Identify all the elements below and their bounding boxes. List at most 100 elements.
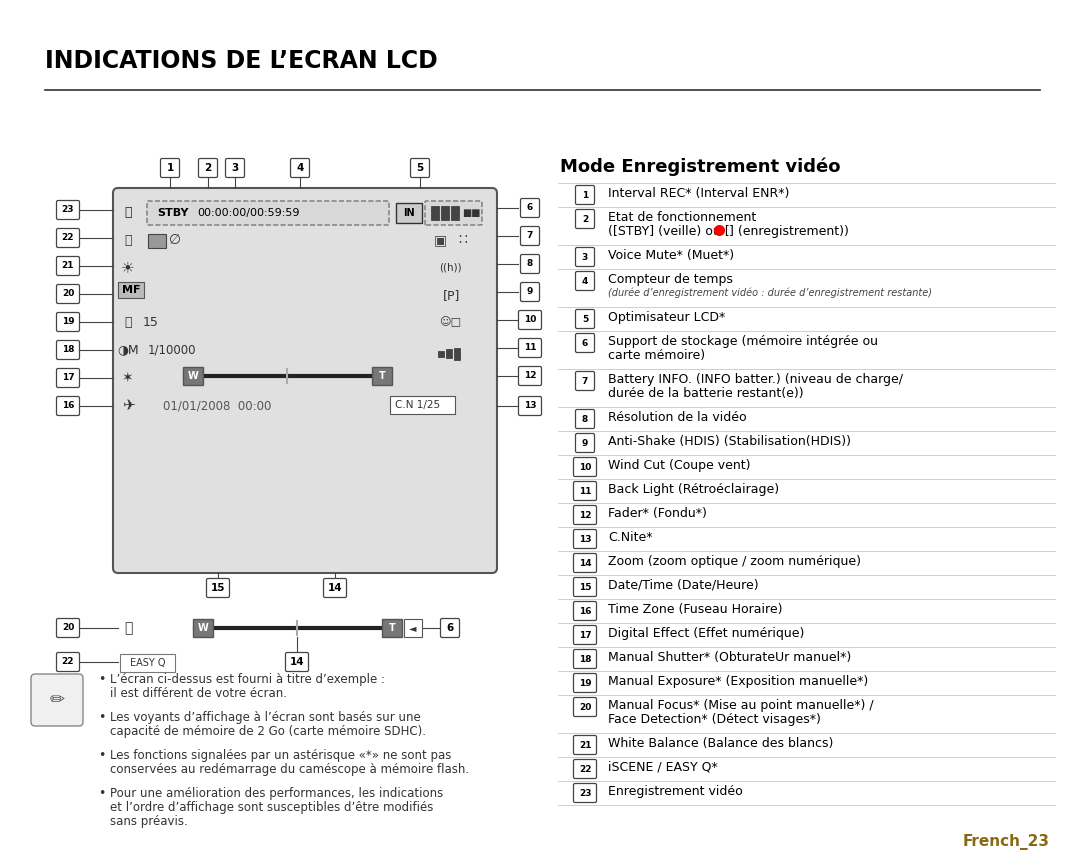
Bar <box>451 206 459 220</box>
Text: Fader* (Fondu*): Fader* (Fondu*) <box>608 507 707 520</box>
FancyBboxPatch shape <box>206 578 229 597</box>
FancyBboxPatch shape <box>56 201 80 220</box>
Text: 9: 9 <box>527 287 534 297</box>
Text: 📹: 📹 <box>124 207 132 220</box>
FancyBboxPatch shape <box>573 457 596 477</box>
Text: •: • <box>98 749 106 762</box>
Text: et l’ordre d’affichage sont susceptibles d’être modifiés: et l’ordre d’affichage sont susceptibles… <box>110 801 433 814</box>
Text: T: T <box>379 371 386 381</box>
Text: MF: MF <box>122 285 140 295</box>
Bar <box>454 348 460 360</box>
Text: ∅: ∅ <box>168 233 181 247</box>
Text: C.Nite*: C.Nite* <box>608 531 652 544</box>
FancyBboxPatch shape <box>161 159 179 177</box>
Text: 7: 7 <box>527 232 534 240</box>
FancyBboxPatch shape <box>573 602 596 621</box>
Text: 7: 7 <box>582 377 589 385</box>
Text: Ⓜ: Ⓜ <box>124 315 132 328</box>
Text: Résolution de la vidéo: Résolution de la vidéo <box>608 411 746 424</box>
Text: 10: 10 <box>579 463 591 471</box>
FancyBboxPatch shape <box>147 201 389 225</box>
Bar <box>193 619 213 637</box>
Text: 18: 18 <box>62 345 75 354</box>
Text: Pour une amélioration des performances, les indications: Pour une amélioration des performances, … <box>110 787 443 800</box>
Text: ◄: ◄ <box>409 623 417 633</box>
FancyBboxPatch shape <box>573 554 596 573</box>
Text: 18: 18 <box>579 654 591 663</box>
Text: 8: 8 <box>582 415 589 424</box>
Text: Manual Focus* (Mise au point manuelle*) /: Manual Focus* (Mise au point manuelle*) … <box>608 699 874 712</box>
Text: 1: 1 <box>166 163 174 173</box>
FancyBboxPatch shape <box>573 577 596 596</box>
FancyBboxPatch shape <box>56 653 80 672</box>
Text: 5: 5 <box>582 314 589 324</box>
Text: Time Zone (Fuseau Horaire): Time Zone (Fuseau Horaire) <box>608 603 783 616</box>
FancyBboxPatch shape <box>518 366 541 385</box>
Text: White Balance (Balance des blancs): White Balance (Balance des blancs) <box>608 737 834 750</box>
Text: Compteur de temps: Compteur de temps <box>608 273 733 286</box>
FancyBboxPatch shape <box>521 199 540 218</box>
Text: sans préavis.: sans préavis. <box>110 815 188 828</box>
FancyBboxPatch shape <box>56 228 80 247</box>
Text: C.N 1/25: C.N 1/25 <box>395 400 441 410</box>
FancyBboxPatch shape <box>113 188 497 573</box>
Bar <box>148 234 166 248</box>
Text: 22: 22 <box>62 657 75 667</box>
Text: 6: 6 <box>582 339 589 347</box>
Text: •: • <box>98 711 106 724</box>
Text: ✈: ✈ <box>122 398 134 413</box>
Text: ✏: ✏ <box>50 691 65 709</box>
FancyBboxPatch shape <box>573 735 596 754</box>
FancyBboxPatch shape <box>576 310 594 328</box>
Text: 3: 3 <box>231 163 239 173</box>
Text: conservées au redémarrage du caméscope à mémoire flash.: conservées au redémarrage du caméscope à… <box>110 763 469 776</box>
Text: 21: 21 <box>62 261 75 271</box>
FancyBboxPatch shape <box>576 272 594 291</box>
Text: 3: 3 <box>582 253 589 261</box>
Text: 21: 21 <box>579 740 591 749</box>
Text: ∷: ∷ <box>459 233 468 247</box>
Bar <box>120 654 175 672</box>
Text: 15: 15 <box>143 315 159 328</box>
Text: L’écran ci-dessus est fourni à titre d’exemple :: L’écran ci-dessus est fourni à titre d’e… <box>110 673 384 686</box>
Text: 14: 14 <box>327 583 342 593</box>
Text: 4: 4 <box>296 163 303 173</box>
FancyBboxPatch shape <box>518 311 541 330</box>
FancyBboxPatch shape <box>576 186 594 205</box>
Text: carte mémoire): carte mémoire) <box>608 349 705 362</box>
Text: 15: 15 <box>211 583 226 593</box>
FancyBboxPatch shape <box>576 372 594 391</box>
Text: 6: 6 <box>527 203 534 213</box>
Text: Manual Shutter* (ObturateUr manuel*): Manual Shutter* (ObturateUr manuel*) <box>608 651 851 664</box>
Text: 16: 16 <box>579 607 591 615</box>
FancyBboxPatch shape <box>518 397 541 416</box>
Text: 11: 11 <box>579 486 591 496</box>
Text: Enregistrement vidéo: Enregistrement vidéo <box>608 785 743 798</box>
Text: Battery INFO. (INFO batter.) (niveau de charge/: Battery INFO. (INFO batter.) (niveau de … <box>608 373 903 386</box>
Text: Les fonctions signalées par un astérisque «*» ne sont pas: Les fonctions signalées par un astérisqu… <box>110 749 451 762</box>
Text: French_23: French_23 <box>963 834 1050 850</box>
Text: 14: 14 <box>579 558 592 568</box>
Text: Anti-Shake (HDIS) (Stabilisation(HDIS)): Anti-Shake (HDIS) (Stabilisation(HDIS)) <box>608 435 851 448</box>
Text: 16: 16 <box>62 402 75 411</box>
FancyBboxPatch shape <box>226 159 244 177</box>
Text: 15: 15 <box>579 582 591 591</box>
FancyBboxPatch shape <box>56 397 80 416</box>
Text: 17: 17 <box>62 373 75 383</box>
Bar <box>183 367 203 385</box>
Text: ✶: ✶ <box>122 371 134 385</box>
Text: 01/01/2008  00:00: 01/01/2008 00:00 <box>163 399 271 412</box>
Text: 00:00:00/00:59:59: 00:00:00/00:59:59 <box>197 208 299 218</box>
Text: 🚶: 🚶 <box>124 233 132 247</box>
Text: 20: 20 <box>579 702 591 712</box>
FancyBboxPatch shape <box>576 333 594 352</box>
Text: EASY Q: EASY Q <box>131 658 165 668</box>
FancyBboxPatch shape <box>518 339 541 358</box>
Text: Mode Enregistrement vidéo: Mode Enregistrement vidéo <box>561 158 840 176</box>
FancyBboxPatch shape <box>199 159 217 177</box>
Text: capacité de mémoire de 2 Go (carte mémoire SDHC).: capacité de mémoire de 2 Go (carte mémoi… <box>110 725 426 738</box>
Text: 19: 19 <box>62 318 75 326</box>
Text: 9: 9 <box>582 438 589 448</box>
Text: Date/Time (Date/Heure): Date/Time (Date/Heure) <box>608 579 758 592</box>
Text: 23: 23 <box>62 206 75 214</box>
